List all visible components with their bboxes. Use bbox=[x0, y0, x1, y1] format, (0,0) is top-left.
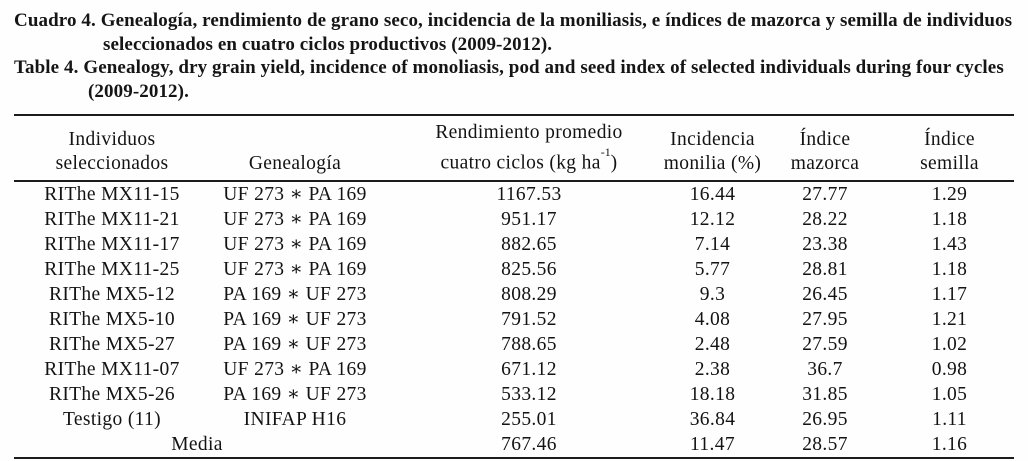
cell-genealogy: PA 169 ∗ UF 273 bbox=[223, 333, 367, 355]
cell-pod-index: 28.81 bbox=[802, 258, 848, 280]
cell-monilia: 4.08 bbox=[694, 308, 731, 330]
cell-pod-index: 26.95 bbox=[802, 408, 848, 430]
cell-individual: Testigo (11) bbox=[63, 408, 161, 430]
cell-individual: RIThe MX5-12 bbox=[48, 283, 176, 305]
cell-individual: RIThe MX5-10 bbox=[48, 308, 176, 330]
column-header-monilia: Incidencia monilia (%) bbox=[660, 115, 765, 182]
cell-monilia: 12.12 bbox=[689, 208, 736, 230]
caption-spanish-line1: Cuadro 4. Genealogía, rendimiento de gra… bbox=[14, 10, 1013, 31]
cell-pod-index: 23.38 bbox=[802, 233, 848, 255]
cell-pod-index: 36.7 bbox=[807, 358, 843, 380]
table-row: RIThe MX5-12 PA 169 ∗ UF 273 808.29 9.3 … bbox=[14, 282, 1014, 307]
cell-monilia: 18.18 bbox=[689, 383, 736, 405]
cell-individual: RIThe MX5-27 bbox=[48, 333, 176, 355]
cell-yield: 255.01 bbox=[501, 408, 557, 430]
cell-seed-index: 1.18 bbox=[931, 258, 968, 280]
cell-individual: RIThe MX11-07 bbox=[44, 358, 180, 380]
cell-monilia: 2.48 bbox=[694, 333, 731, 355]
cell-pod-index: 28.22 bbox=[802, 208, 848, 230]
cell-monilia: 9.3 bbox=[699, 283, 726, 305]
cell-yield: 671.12 bbox=[501, 358, 557, 380]
mean-row: Media 767.46 11.47 28.57 1.16 bbox=[14, 431, 1014, 459]
column-header-individuals: Individuos seleccionados bbox=[14, 115, 210, 182]
header-row: Individuos seleccionados Genealogía Rend… bbox=[14, 115, 1014, 182]
cell-genealogy: INIFAP H16 bbox=[243, 408, 347, 430]
cell-seed-index: 1.17 bbox=[931, 283, 968, 305]
table-row: RIThe MX11-25 UF 273 ∗ PA 169 825.56 5.7… bbox=[14, 257, 1014, 282]
column-header-seed-index: Índice semilla bbox=[885, 115, 1014, 182]
table-row: RIThe MX5-26 PA 169 ∗ UF 273 533.12 18.1… bbox=[14, 382, 1014, 407]
cell-seed-index: 1.18 bbox=[931, 208, 968, 230]
cell-individual: RIThe MX11-17 bbox=[44, 233, 180, 255]
cell-yield: 882.65 bbox=[501, 233, 557, 255]
column-header-yield: Rendimiento promedio cuatro ciclos (kg h… bbox=[380, 115, 660, 182]
cell-individual: RIThe MX11-25 bbox=[44, 258, 180, 280]
table-row: Testigo (11) INIFAP H16 255.01 36.84 26.… bbox=[14, 407, 1014, 432]
cell-yield: 808.29 bbox=[501, 283, 557, 305]
cell-genealogy: UF 273 ∗ PA 169 bbox=[223, 183, 367, 205]
cell-genealogy: PA 169 ∗ UF 273 bbox=[223, 383, 367, 405]
cell-seed-index: 1.29 bbox=[931, 183, 968, 205]
cell-monilia: 7.14 bbox=[694, 233, 731, 255]
cell-yield: 788.65 bbox=[501, 333, 557, 355]
cell-seed-index: 0.98 bbox=[931, 358, 968, 380]
caption-english-line2: (2009-2012). bbox=[88, 80, 189, 102]
cell-individual: RIThe MX11-21 bbox=[44, 208, 180, 230]
table-row: RIThe MX11-07 UF 273 ∗ PA 169 671.12 2.3… bbox=[14, 357, 1014, 382]
cell-yield: 533.12 bbox=[501, 383, 557, 405]
cell-genealogy: UF 273 ∗ PA 169 bbox=[223, 208, 367, 230]
cell-pod-index: 27.59 bbox=[802, 333, 848, 355]
cell-pod-index: 27.95 bbox=[802, 308, 848, 330]
cell-seed-index: 1.05 bbox=[931, 383, 968, 405]
mean-label: Media bbox=[14, 431, 380, 459]
data-table: Individuos seleccionados Genealogía Rend… bbox=[14, 114, 1014, 459]
cell-genealogy: UF 273 ∗ PA 169 bbox=[223, 233, 367, 255]
cell-genealogy: UF 273 ∗ PA 169 bbox=[223, 358, 367, 380]
cell-pod-index: 26.45 bbox=[802, 283, 848, 305]
table-row: RIThe MX11-21 UF 273 ∗ PA 169 951.17 12.… bbox=[14, 207, 1014, 232]
cell-seed-index: 1.16 bbox=[885, 431, 1014, 459]
cell-yield: 767.46 bbox=[380, 431, 660, 459]
cell-seed-index: 1.11 bbox=[932, 408, 967, 430]
cell-yield: 825.56 bbox=[501, 258, 557, 280]
cell-yield: 951.17 bbox=[501, 208, 557, 230]
cell-genealogy: PA 169 ∗ UF 273 bbox=[223, 283, 367, 305]
column-header-genealogy: Genealogía bbox=[210, 115, 380, 182]
cell-yield: 791.52 bbox=[501, 308, 557, 330]
cell-pod-index: 28.57 bbox=[765, 431, 885, 459]
cell-pod-index: 27.77 bbox=[802, 183, 848, 205]
cell-monilia: 11.47 bbox=[660, 431, 765, 459]
caption-english-line1: Table 4. Genealogy, dry grain yield, inc… bbox=[14, 57, 1004, 78]
cell-individual: RIThe MX11-15 bbox=[44, 183, 180, 205]
cell-monilia: 2.38 bbox=[694, 358, 731, 380]
cell-individual: RIThe MX5-26 bbox=[48, 383, 176, 405]
table-row: RIThe MX11-17 UF 273 ∗ PA 169 882.65 7.1… bbox=[14, 232, 1014, 257]
table-row: RIThe MX5-27 PA 169 ∗ UF 273 788.65 2.48… bbox=[14, 332, 1014, 357]
caption-spanish: Cuadro 4. Genealogía, rendimiento de gra… bbox=[14, 9, 1020, 56]
table-row: RIThe MX11-15 UF 273 ∗ PA 169 1167.53 16… bbox=[14, 181, 1014, 207]
cell-monilia: 5.77 bbox=[694, 258, 731, 280]
cell-seed-index: 1.21 bbox=[931, 308, 968, 330]
caption-english: Table 4. Genealogy, dry grain yield, inc… bbox=[14, 56, 1020, 103]
cell-yield: 1167.53 bbox=[496, 183, 562, 205]
cell-genealogy: UF 273 ∗ PA 169 bbox=[223, 258, 367, 280]
cell-seed-index: 1.43 bbox=[931, 233, 968, 255]
superscript-unit: -1 bbox=[600, 144, 611, 159]
table-row: RIThe MX5-10 PA 169 ∗ UF 273 791.52 4.08… bbox=[14, 307, 1014, 332]
cell-monilia: 36.84 bbox=[689, 408, 736, 430]
cell-pod-index: 31.85 bbox=[802, 383, 848, 405]
cell-genealogy: PA 169 ∗ UF 273 bbox=[223, 308, 367, 330]
cell-monilia: 16.44 bbox=[689, 183, 736, 205]
column-header-pod-index: Índice mazorca bbox=[765, 115, 885, 182]
caption-spanish-line2: seleccionados en cuatro ciclos productiv… bbox=[103, 33, 553, 55]
cell-seed-index: 1.02 bbox=[931, 333, 968, 355]
